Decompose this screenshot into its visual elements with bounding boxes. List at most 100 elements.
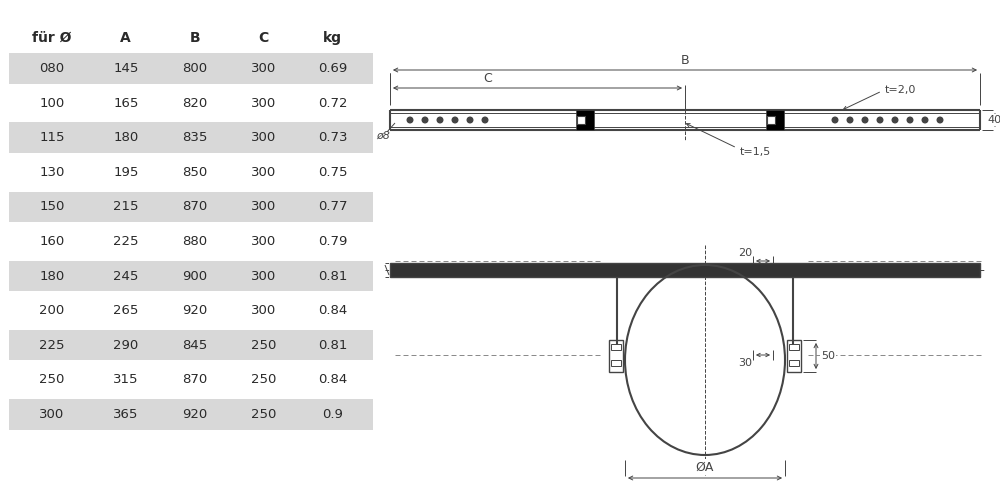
Text: 215: 215 [113, 200, 138, 213]
Text: A: A [120, 31, 131, 45]
Text: 160: 160 [39, 235, 64, 248]
Text: 870: 870 [182, 200, 207, 213]
Text: 145: 145 [113, 62, 138, 75]
Text: 820: 820 [182, 96, 207, 110]
Text: C: C [483, 72, 492, 86]
Text: 180: 180 [39, 270, 64, 282]
Text: 845: 845 [182, 338, 207, 351]
Circle shape [907, 117, 913, 123]
Bar [9, 226, 372, 256]
Text: kg: kg [323, 31, 342, 45]
Text: 50: 50 [821, 351, 835, 361]
Text: 850: 850 [182, 166, 207, 178]
Bar [9, 53, 372, 84]
Bar [9, 399, 372, 430]
Text: 300: 300 [251, 131, 276, 144]
Text: 250: 250 [251, 338, 276, 351]
Bar [9, 330, 372, 360]
Text: 0.84: 0.84 [318, 304, 347, 317]
Text: 300: 300 [251, 96, 276, 110]
Text: 0.69: 0.69 [318, 62, 347, 75]
Bar [9, 261, 372, 291]
Text: 200: 200 [39, 304, 64, 317]
Text: 0.72: 0.72 [318, 96, 348, 110]
Text: 250: 250 [251, 408, 276, 421]
Bar [611, 344, 621, 350]
Text: 080: 080 [39, 62, 64, 75]
Text: 300: 300 [251, 62, 276, 75]
Bar [9, 364, 372, 395]
Text: t=1,5: t=1,5 [740, 147, 771, 157]
Text: 0.75: 0.75 [318, 166, 348, 178]
Text: 0.81: 0.81 [318, 338, 347, 351]
Text: 150: 150 [39, 200, 65, 213]
Text: 0.79: 0.79 [318, 235, 347, 248]
Bar [789, 360, 799, 366]
Bar [787, 340, 801, 372]
Circle shape [482, 117, 488, 123]
Text: 300: 300 [251, 270, 276, 282]
Text: 20: 20 [738, 248, 752, 258]
Bar [9, 122, 372, 153]
Circle shape [877, 117, 883, 123]
Text: 300: 300 [251, 166, 276, 178]
Circle shape [407, 117, 413, 123]
Bar [576, 110, 594, 130]
Bar [9, 192, 372, 222]
Text: 920: 920 [182, 408, 207, 421]
Text: für Ø: für Ø [32, 31, 72, 45]
Text: 300: 300 [251, 304, 276, 317]
Text: t=2,0: t=2,0 [885, 85, 916, 95]
Circle shape [847, 117, 853, 123]
Text: 245: 245 [113, 270, 138, 282]
Circle shape [922, 117, 928, 123]
Text: 870: 870 [182, 374, 207, 386]
Text: 0.84: 0.84 [318, 374, 347, 386]
Bar [767, 116, 775, 124]
Text: 365: 365 [113, 408, 138, 421]
Text: ØA: ØA [696, 460, 714, 473]
Text: 40: 40 [988, 115, 1000, 125]
Bar [390, 263, 980, 277]
Text: C: C [259, 31, 269, 45]
Text: 225: 225 [39, 338, 65, 351]
Bar [577, 116, 585, 124]
Text: 225: 225 [113, 235, 138, 248]
Text: 0.77: 0.77 [318, 200, 348, 213]
Text: 300: 300 [251, 235, 276, 248]
Text: 265: 265 [113, 304, 138, 317]
Text: 800: 800 [182, 62, 207, 75]
Text: 250: 250 [39, 374, 65, 386]
Bar [9, 296, 372, 326]
Text: 920: 920 [182, 304, 207, 317]
Text: 195: 195 [113, 166, 138, 178]
Text: 165: 165 [113, 96, 138, 110]
Text: 0.73: 0.73 [318, 131, 348, 144]
Text: 250: 250 [251, 374, 276, 386]
Bar [609, 340, 623, 372]
Circle shape [937, 117, 943, 123]
Text: 290: 290 [113, 338, 138, 351]
Text: 115: 115 [39, 131, 65, 144]
Circle shape [892, 117, 898, 123]
Text: 880: 880 [182, 235, 207, 248]
Text: ø8: ø8 [376, 131, 390, 141]
Text: 300: 300 [251, 200, 276, 213]
Text: 0.81: 0.81 [318, 270, 347, 282]
Text: B: B [189, 31, 200, 45]
Circle shape [422, 117, 428, 123]
Bar [766, 110, 784, 130]
Bar [789, 344, 799, 350]
Circle shape [452, 117, 458, 123]
Text: 900: 900 [182, 270, 207, 282]
Text: 180: 180 [113, 131, 138, 144]
Circle shape [832, 117, 838, 123]
Text: B: B [681, 54, 689, 68]
Text: 130: 130 [39, 166, 65, 178]
Text: 0.9: 0.9 [322, 408, 343, 421]
Text: 315: 315 [113, 374, 138, 386]
Circle shape [437, 117, 443, 123]
Text: 100: 100 [39, 96, 64, 110]
Bar [9, 157, 372, 188]
Circle shape [862, 117, 868, 123]
